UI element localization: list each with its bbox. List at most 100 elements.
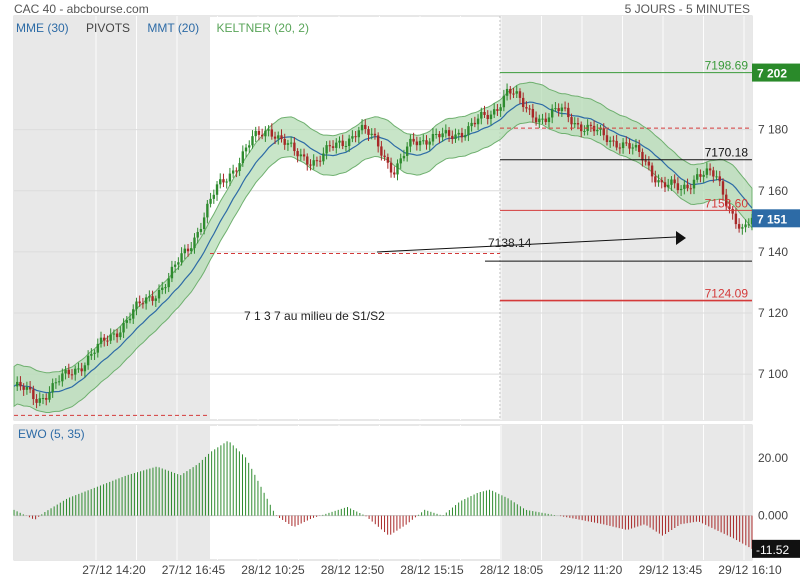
legend-pivots[interactable]: PIVOTS: [86, 21, 131, 35]
candle-body: [35, 399, 38, 403]
candle-body: [109, 334, 112, 341]
candle-body: [525, 107, 528, 109]
high-badge-text: 7 202: [757, 67, 787, 81]
candle-body: [579, 124, 583, 132]
candle-body: [483, 111, 486, 115]
candle-body: [599, 128, 602, 130]
candle-body: [663, 182, 667, 188]
candle-body: [209, 198, 212, 204]
candle-body: [51, 383, 54, 393]
candle-body: [360, 124, 364, 131]
legend-mmt[interactable]: MMT (20): [147, 21, 200, 35]
reference-label: 7198.69: [705, 59, 749, 73]
candle-body: [589, 124, 593, 126]
candle-body: [741, 227, 744, 229]
candle-body: [415, 141, 419, 146]
ewo-panel-title: EWO (5, 35): [18, 427, 85, 441]
candle-body: [183, 248, 187, 254]
candle-body: [25, 387, 29, 390]
candle-body: [90, 353, 93, 356]
candle-body: [260, 134, 264, 137]
y-tick-label: 7 140: [758, 245, 788, 259]
candle-body: [277, 135, 280, 139]
candle-body: [103, 337, 106, 341]
candle-body: [331, 146, 335, 148]
session-shade-price: [500, 16, 752, 420]
candle-body: [173, 264, 177, 267]
candle-body: [125, 320, 128, 323]
candle-body: [115, 333, 119, 338]
candle-body: [534, 117, 538, 123]
candle-body: [679, 188, 683, 191]
candle-body: [193, 237, 196, 249]
ewo-tick-label: 20.00: [758, 451, 788, 465]
mme-line: [13, 101, 753, 394]
y-tick-label: 7 100: [758, 367, 788, 381]
legend-keltner[interactable]: KELTNER (20, 2): [216, 21, 309, 35]
candle-body: [467, 126, 470, 136]
candle-body: [457, 132, 460, 135]
x-tick-label: 28/12 15:15: [400, 563, 464, 577]
legend-mme[interactable]: MME (30): [16, 21, 69, 35]
candle-body: [70, 374, 74, 376]
candle-body: [309, 164, 312, 166]
candle-body: [74, 368, 77, 375]
candle-body: [428, 141, 431, 145]
candle-body: [554, 108, 557, 110]
candle-body: [93, 352, 96, 354]
candle-body: [505, 88, 509, 96]
candle-body: [731, 208, 734, 214]
candle-body: [634, 144, 638, 148]
candle-body: [186, 248, 190, 252]
candle-body: [396, 163, 399, 175]
candle-body: [631, 147, 634, 149]
candle-body: [351, 136, 354, 139]
candle-body: [512, 93, 515, 95]
candle-body: [154, 298, 157, 301]
indicator-legend: MME (30) PIVOTS MMT (20) KELTNER (20, 2): [16, 21, 323, 35]
candle-body: [728, 206, 731, 209]
candle-body: [644, 160, 647, 162]
candle-body: [544, 118, 547, 123]
candle-body: [202, 217, 206, 229]
candle-body: [705, 168, 709, 175]
trend-arrow-head: [676, 231, 686, 245]
candle-body: [628, 143, 631, 149]
candle-body: [460, 132, 464, 138]
ewo-bars: [13, 441, 753, 549]
candle-body: [167, 278, 170, 288]
candle-body: [215, 184, 219, 195]
candle-body: [399, 158, 402, 164]
candle-body: [270, 129, 274, 137]
candle-body: [106, 340, 109, 342]
candle-body: [273, 136, 277, 139]
candle-body: [367, 129, 370, 135]
candle-body: [393, 172, 396, 175]
candle-body: [602, 128, 605, 136]
candle-body: [734, 213, 738, 225]
chart-annotation: 7 1 3 7 au milieu de S1/S2: [244, 309, 385, 323]
candle-body: [683, 184, 686, 189]
candle-body: [696, 174, 699, 180]
candle-body: [409, 138, 412, 147]
candle-body: [721, 181, 725, 195]
candle-body: [431, 133, 435, 142]
candle-body: [83, 365, 87, 372]
candle-body: [496, 109, 499, 111]
candle-body: [518, 91, 522, 98]
candle-body: [576, 123, 580, 125]
candle-body: [225, 181, 228, 183]
candle-body: [670, 179, 673, 185]
candle-body: [573, 123, 576, 125]
candle-body: [54, 382, 58, 384]
candle-body: [177, 262, 180, 265]
candle-body: [609, 140, 612, 142]
candle-body: [615, 140, 618, 148]
candle-body: [32, 389, 35, 400]
candle-body: [612, 140, 615, 142]
reference-label: 7170.18: [705, 146, 749, 160]
candle-body: [231, 170, 235, 174]
candle-body: [312, 160, 315, 166]
candle-body: [470, 122, 473, 127]
candle-body: [389, 162, 393, 173]
